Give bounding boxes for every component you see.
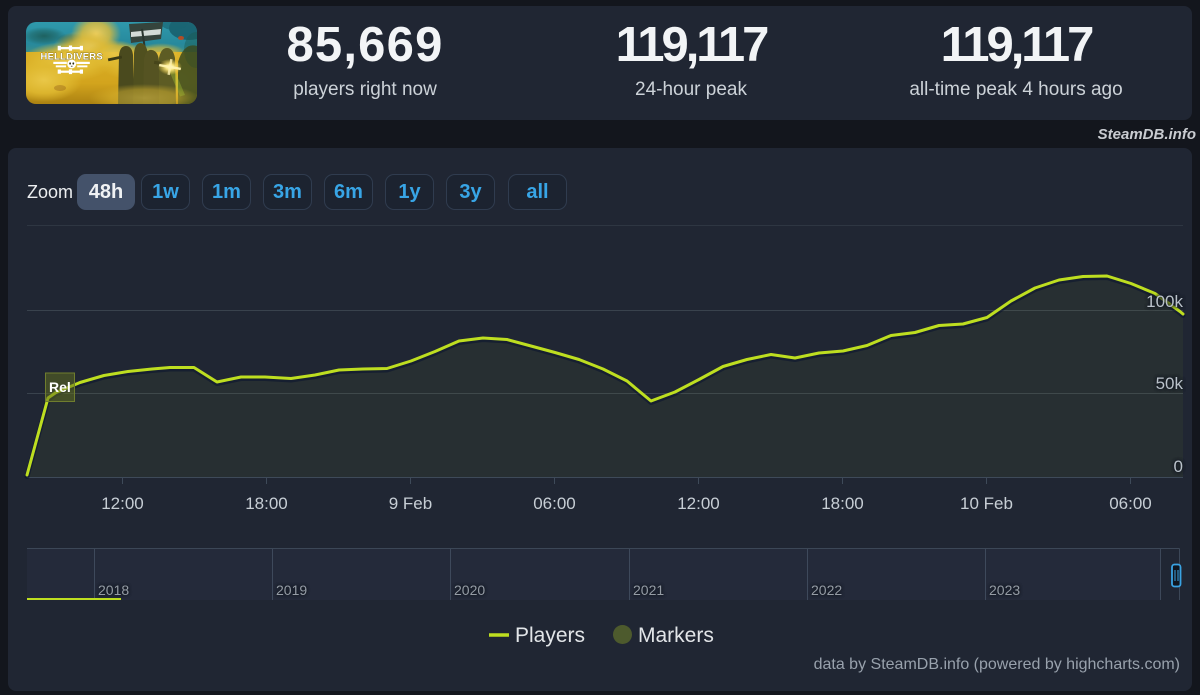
svg-text:HELLDIVERS: HELLDIVERS [41, 50, 103, 61]
svg-text:Rel: Rel [49, 379, 71, 395]
